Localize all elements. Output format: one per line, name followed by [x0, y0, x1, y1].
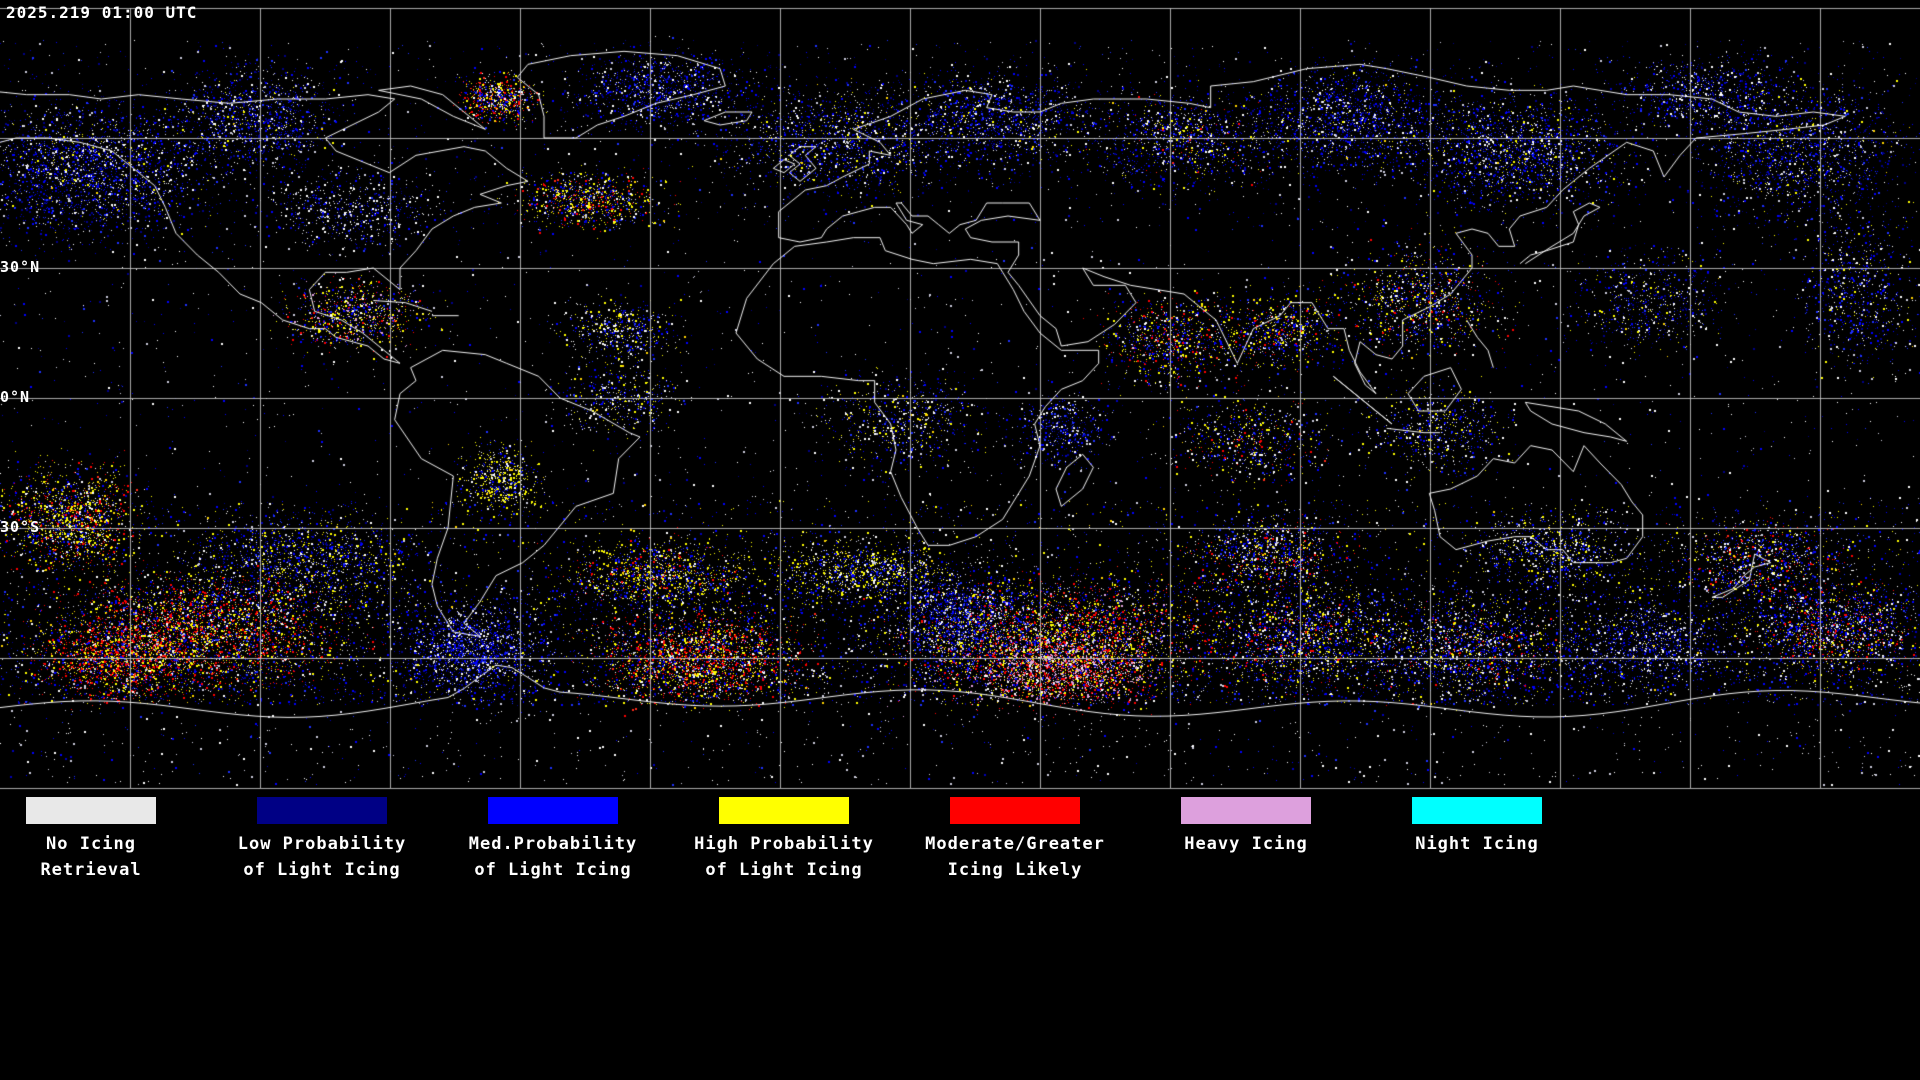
legend-item-night-icing: Night Icing: [1362, 797, 1592, 857]
timestamp: 2025.219 01:00 UTC: [6, 3, 198, 22]
legend-label-line1: Night Icing: [1415, 834, 1539, 854]
moderate-greater-swatch: [950, 797, 1080, 824]
latitude-label-30n: 30°N: [0, 258, 41, 276]
no-icing-swatch: [26, 797, 156, 824]
legend-label-line1: Low Probability: [237, 834, 407, 854]
legend-label-line1: High Probability: [694, 834, 874, 854]
legend-item-high-probability: High Probability of Light Icing: [669, 797, 899, 883]
legend-label-line2: of Light Icing: [474, 860, 632, 880]
legend-item-moderate-greater: Moderate/Greater Icing Likely: [900, 797, 1130, 883]
legend-label-line1: Heavy Icing: [1184, 834, 1308, 854]
legend-item-heavy-icing: Heavy Icing: [1131, 797, 1361, 857]
icing-map-canvas: [0, 0, 1920, 793]
legend-bar: No Icing Retrieval Low Probability of Li…: [0, 793, 1920, 1080]
night-icing-swatch: [1412, 797, 1542, 824]
legend-label-line1: Med.Probability: [468, 834, 638, 854]
legend-label-line1: No Icing: [46, 834, 136, 854]
legend-item-no-icing-retrieval: No Icing Retrieval: [0, 797, 206, 883]
legend-item-low-probability: Low Probability of Light Icing: [207, 797, 437, 883]
legend-label-line2: of Light Icing: [243, 860, 401, 880]
legend-label-line2: Icing Likely: [947, 860, 1083, 880]
legend-label-line1: Moderate/Greater: [925, 834, 1105, 854]
med-probability-swatch: [488, 797, 618, 824]
legend-label-line2: of Light Icing: [705, 860, 863, 880]
high-probability-swatch: [719, 797, 849, 824]
latitude-label-0n: 0°N: [0, 388, 31, 406]
legend-label-line2: Retrieval: [40, 860, 142, 880]
heavy-icing-swatch: [1181, 797, 1311, 824]
legend-item-med-probability: Med.Probability of Light Icing: [438, 797, 668, 883]
low-probability-swatch: [257, 797, 387, 824]
latitude-label-30s: 30°S: [0, 518, 41, 536]
